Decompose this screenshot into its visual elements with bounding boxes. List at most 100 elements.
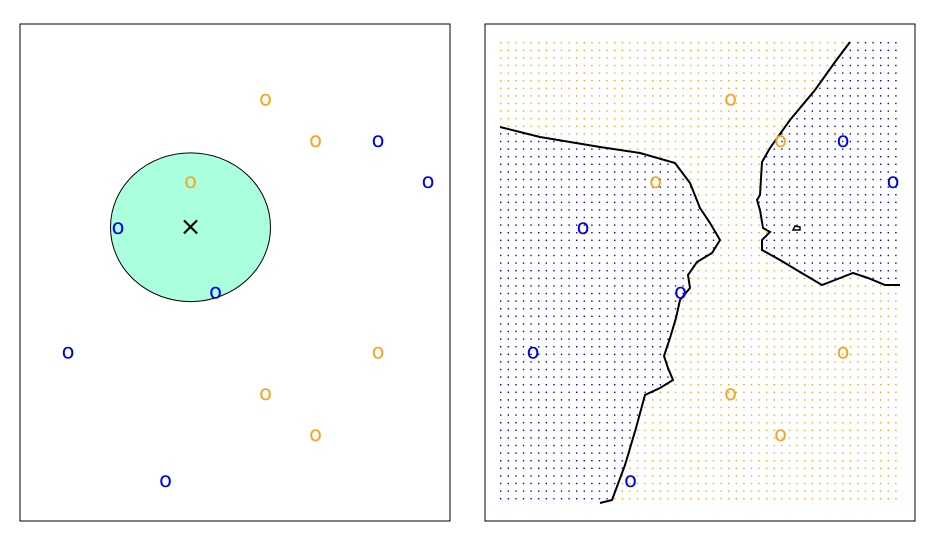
region-dot — [895, 406, 897, 409]
region-dot — [507, 376, 509, 378]
region-dot — [712, 498, 715, 500]
region-dot — [667, 376, 669, 378]
region-dot — [826, 42, 829, 44]
region-dot — [690, 384, 692, 386]
region-dot — [743, 87, 745, 89]
region-dot — [811, 133, 813, 135]
region-dot — [568, 247, 570, 249]
region-dot — [811, 80, 813, 82]
region-dot — [743, 194, 745, 196]
region-dot — [636, 460, 639, 462]
region-dot — [781, 467, 783, 469]
region-dot — [522, 216, 525, 219]
region-dot — [880, 72, 882, 74]
region-dot — [690, 72, 692, 74]
region-dot — [576, 72, 578, 74]
region-dot — [500, 118, 502, 120]
region-dot — [500, 194, 502, 196]
region-dot — [895, 277, 897, 279]
region-dot — [545, 482, 547, 485]
region-dot — [895, 178, 897, 181]
region-dot — [842, 125, 844, 127]
region-dot — [560, 64, 563, 67]
region-dot — [538, 277, 540, 279]
region-dot — [576, 156, 578, 158]
region-dot — [880, 95, 882, 97]
region-dot — [895, 346, 897, 348]
region-dot — [804, 452, 806, 454]
region-dot — [636, 72, 639, 74]
region-dot — [796, 391, 798, 393]
region-dot — [811, 315, 813, 317]
region-dot — [583, 475, 585, 477]
region-dot — [712, 118, 715, 120]
region-dot — [538, 216, 540, 219]
region-dot — [796, 406, 798, 409]
region-dot — [804, 384, 806, 386]
region-dot — [629, 194, 631, 196]
region-dot — [788, 216, 791, 219]
region-dot — [538, 422, 540, 424]
region-dot — [629, 232, 631, 234]
region-dot — [788, 285, 791, 287]
region-dot — [667, 460, 669, 462]
region-dot — [560, 384, 563, 386]
region-dot — [804, 232, 806, 234]
data-point-blue: o — [577, 215, 590, 239]
region-dot — [515, 133, 517, 135]
region-dot — [728, 64, 730, 67]
region-dot — [804, 498, 806, 500]
region-dot — [781, 482, 783, 485]
region-dot — [667, 110, 669, 112]
region-dot — [553, 467, 555, 469]
region-dot — [743, 330, 745, 333]
region-dot — [591, 460, 593, 462]
region-dot — [743, 460, 745, 462]
region-dot — [743, 201, 745, 203]
region-dot — [667, 330, 669, 333]
region-dot — [735, 437, 737, 439]
region-dot — [887, 338, 889, 340]
region-dot — [781, 186, 783, 188]
region-dot — [682, 239, 684, 241]
region-dot — [522, 163, 525, 165]
region-dot — [674, 292, 677, 295]
region-dot — [576, 57, 578, 59]
region-dot — [507, 49, 509, 51]
region-dot — [895, 429, 897, 431]
region-dot — [553, 292, 555, 295]
region-dot — [500, 87, 502, 89]
region-dot — [766, 308, 768, 310]
region-dot — [576, 201, 578, 203]
region-dot — [652, 186, 654, 188]
region-dot — [553, 308, 555, 310]
region-dot — [705, 49, 707, 51]
region-dot — [804, 178, 806, 181]
region-dot — [530, 80, 532, 82]
region-dot — [652, 315, 654, 317]
region-dot — [735, 330, 737, 333]
region-dot — [720, 232, 722, 234]
region-dot — [606, 194, 608, 196]
region-dot — [728, 406, 730, 409]
region-dot — [819, 64, 821, 67]
region-dot — [591, 300, 593, 302]
region-dot — [712, 262, 715, 264]
region-dot — [690, 171, 692, 173]
region-dot — [629, 285, 631, 287]
region-dot — [735, 87, 737, 89]
region-dot — [576, 323, 578, 325]
region-dot — [507, 346, 509, 348]
region-dot — [743, 156, 745, 158]
region-dot — [515, 64, 517, 67]
region-dot — [842, 254, 844, 257]
region-dot — [614, 140, 616, 143]
region-dot — [568, 308, 570, 310]
region-dot — [880, 64, 882, 67]
region-dot — [629, 156, 631, 158]
region-dot — [712, 323, 715, 325]
region-dot — [659, 239, 661, 241]
region-dot — [826, 80, 829, 82]
region-dot — [500, 422, 502, 424]
region-dot — [530, 95, 532, 97]
